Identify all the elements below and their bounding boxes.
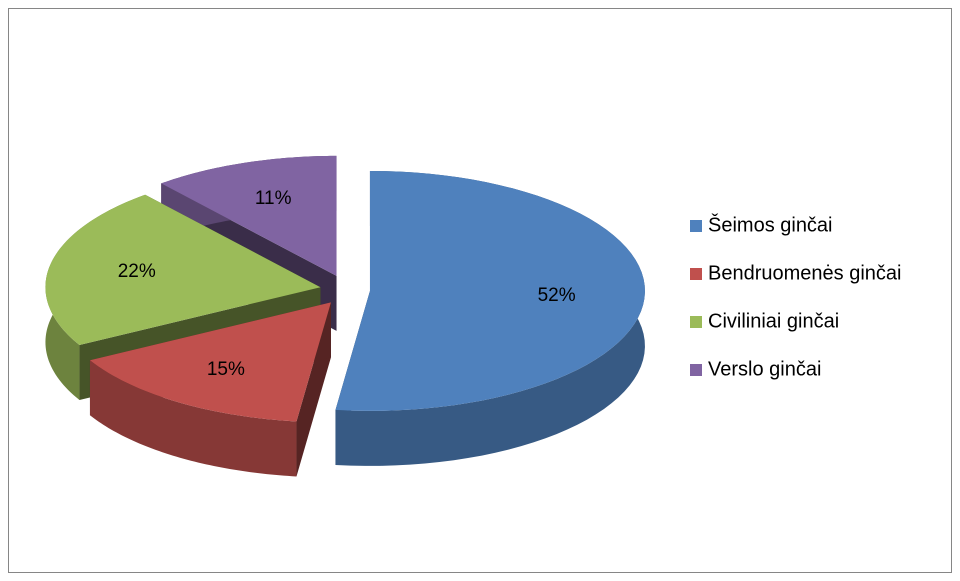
slice <box>45 194 321 345</box>
slice <box>161 155 337 276</box>
slice-side <box>89 360 297 477</box>
data-label: 52% <box>538 285 576 306</box>
slice <box>335 170 645 411</box>
data-label: 11% <box>255 188 292 209</box>
legend-label: Šeimos ginčai <box>708 213 833 236</box>
data-label: 15% <box>207 359 245 380</box>
legend-label: Verslo ginčai <box>708 358 821 380</box>
slice <box>89 302 331 422</box>
legend-swatch <box>690 220 702 232</box>
legend-label: Bendruomenės ginčai <box>708 262 901 284</box>
legend-label: Civiliniai ginčai <box>708 310 839 332</box>
legend-swatch <box>690 268 702 280</box>
legend-swatch <box>690 316 702 328</box>
data-label: 22% <box>118 261 156 282</box>
legend-swatch <box>690 364 702 376</box>
